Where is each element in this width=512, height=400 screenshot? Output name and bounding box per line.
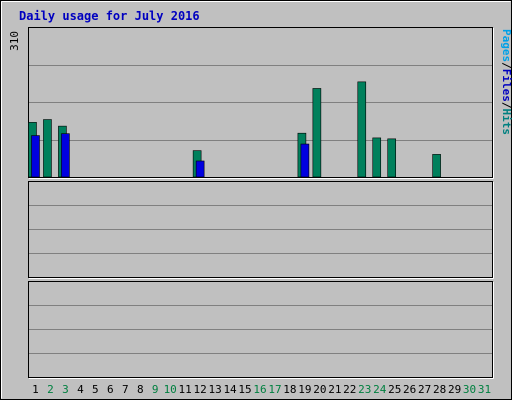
x-tick-label-21: 21 bbox=[328, 383, 341, 396]
x-tick-label-13: 13 bbox=[208, 383, 221, 396]
x-tick-label-19: 19 bbox=[298, 383, 311, 396]
hits-max-label: 310 bbox=[8, 31, 21, 51]
bar-files-day-3 bbox=[61, 133, 70, 178]
x-tick-label-10: 10 bbox=[164, 383, 177, 396]
bar-hits-day-25 bbox=[387, 138, 397, 178]
x-tick-label-11: 11 bbox=[179, 383, 192, 396]
x-tick-label-23: 23 bbox=[358, 383, 371, 396]
x-tick-label-22: 22 bbox=[343, 383, 356, 396]
x-tick-label-26: 26 bbox=[403, 383, 416, 396]
x-tick-label-12: 12 bbox=[194, 383, 207, 396]
x-tick-label-6: 6 bbox=[107, 383, 114, 396]
x-tick-label-30: 30 bbox=[463, 383, 476, 396]
x-tick-label-16: 16 bbox=[253, 383, 266, 396]
bar-files-day-12 bbox=[195, 160, 205, 178]
x-tick-label-20: 20 bbox=[313, 383, 326, 396]
x-tick-label-14: 14 bbox=[223, 383, 237, 396]
bar-hits-day-24 bbox=[372, 137, 382, 178]
x-tick-label-15: 15 bbox=[238, 383, 251, 396]
x-tick-label-27: 27 bbox=[418, 383, 431, 396]
hits-axis-label: Pages/Files/Hits bbox=[500, 29, 512, 135]
axis-label-part: Pages bbox=[500, 29, 512, 62]
axis-label-part: / bbox=[500, 102, 512, 109]
x-tick-label-8: 8 bbox=[137, 383, 144, 396]
x-tick-label-9: 9 bbox=[152, 383, 159, 396]
chart-title: Daily usage for July 2016 bbox=[19, 9, 200, 23]
x-tick-label-18: 18 bbox=[283, 383, 296, 396]
axis-label-part: / bbox=[500, 62, 512, 69]
bar-hits-day-28 bbox=[432, 154, 441, 178]
x-tick-label-2: 2 bbox=[47, 383, 54, 396]
x-tick-label-7: 7 bbox=[122, 383, 129, 396]
x-tick-label-24: 24 bbox=[373, 383, 387, 396]
bar-files-day-19 bbox=[300, 143, 310, 178]
bar-files-day-1 bbox=[31, 135, 40, 178]
bar-hits-day-23 bbox=[357, 81, 367, 178]
x-tick-label-5: 5 bbox=[92, 383, 99, 396]
axis-label-part: Hits bbox=[500, 109, 512, 136]
x-tick-label-1: 1 bbox=[32, 383, 39, 396]
x-tick-label-17: 17 bbox=[268, 383, 281, 396]
x-tick-label-25: 25 bbox=[388, 383, 401, 396]
x-tick-label-28: 28 bbox=[433, 383, 446, 396]
bar-hits-day-2 bbox=[43, 119, 52, 178]
bar-hits-day-20 bbox=[312, 88, 322, 178]
x-tick-label-29: 29 bbox=[448, 383, 461, 396]
x-tick-label-4: 4 bbox=[77, 383, 84, 396]
x-tick-label-3: 3 bbox=[62, 383, 69, 396]
axis-label-part: Files bbox=[500, 69, 512, 102]
x-tick-label-31: 31 bbox=[478, 383, 491, 396]
